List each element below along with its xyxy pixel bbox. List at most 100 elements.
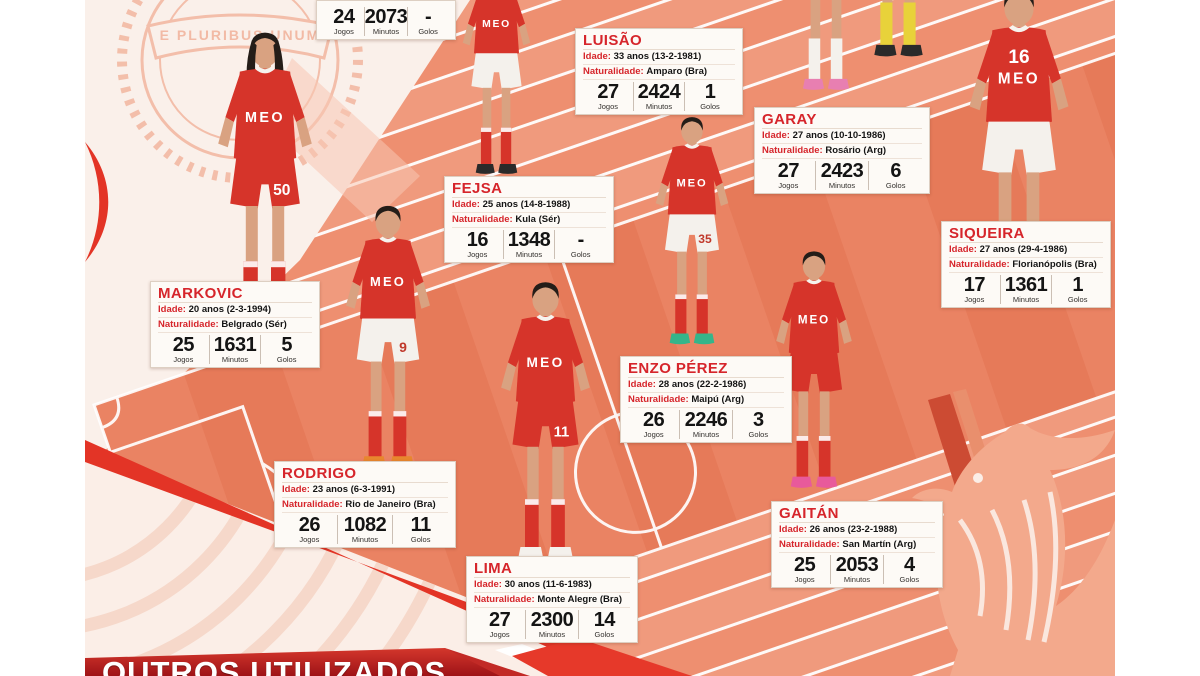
card-stats: 27 Jogos 2424 Minutos 1 Golos [583, 82, 735, 111]
card-title: SIQUEIRA [949, 225, 1103, 243]
birthplace-label: Naturalidade: [583, 66, 644, 77]
card-title: GARAY [762, 111, 922, 129]
player-card-gaitan: GAITÁN Idade: 26 anos (23-2-1988) Naturali… [771, 501, 943, 588]
card-birthplace-row: Naturalidade: Rosário (Arg) [762, 144, 922, 159]
stat-jogos-value: 27 [777, 160, 800, 182]
stat-jogos-label: Jogos [173, 355, 194, 364]
stat-jogos-value: 24 [333, 6, 355, 28]
card-age-row: Idade: 30 anos (11-6-1983) [474, 578, 630, 593]
stat-minutos-label: Minutos [515, 250, 543, 259]
card-birthplace-row: Naturalidade: Belgrado (Sér) [158, 318, 312, 333]
stat-golos-value: - [577, 229, 585, 251]
stat-golos-value: 1 [704, 81, 716, 103]
card-title: GAITÁN [779, 505, 935, 523]
player-card-luisao: LUISÃO Idade: 33 anos (13-2-1981) Naturali… [575, 28, 743, 115]
stat-jogos-label: Jogos [299, 535, 320, 544]
age-value: 25 anos (14-8-1988) [482, 199, 571, 210]
card-age-row: Idade: 28 anos (22-2-1986) [628, 378, 784, 393]
card-age-row: Idade: 27 anos (29-4-1986) [949, 243, 1103, 258]
card-title: LUISÃO [583, 32, 735, 50]
card-title: ENZO PÉREZ [628, 360, 784, 378]
stat-minutos-value: 2073 [364, 6, 408, 28]
stat-minutos-label: Minutos [538, 630, 566, 639]
stat-jogos-value: 26 [643, 409, 665, 431]
stat-golos-label: Golos [570, 250, 591, 259]
player-card-enzo-perez: ENZO PÉREZ Idade: 28 anos (22-2-1986) Natu… [620, 356, 792, 443]
player-card-partial: 24 Jogos 2073 Minutos - Golos [316, 0, 456, 40]
stat-minutos-value: 2053 [835, 554, 879, 576]
stat-minutos-value: 1631 [213, 334, 257, 356]
card-birthplace-row: Naturalidade: San Martín (Arg) [779, 538, 935, 553]
age-value: 27 anos (29-4-1986) [979, 244, 1068, 255]
birthplace-value: Maipú (Arg) [691, 394, 745, 405]
stat-golos-label: Golos [885, 181, 906, 190]
birthplace-value: Florianópolis (Bra) [1012, 259, 1097, 270]
stat-minutos-value: 1348 [507, 229, 551, 251]
birthplace-value: Amparo (Bra) [646, 66, 708, 77]
birthplace-label: Naturalidade: [282, 499, 343, 510]
card-age-row: Idade: 26 anos (23-2-1988) [779, 523, 935, 538]
stat-minutos-value: 1082 [343, 514, 387, 536]
stat-jogos-label: Jogos [467, 250, 488, 259]
card-stats: 25 Jogos 2053 Minutos 4 Golos [779, 555, 935, 584]
stat-jogos-value: 27 [489, 609, 511, 631]
card-stats: 25 Jogos 1631 Minutos 5 Golos [158, 335, 312, 364]
stat-golos-label: Golos [418, 27, 438, 36]
stat-minutos-label: Minutos [351, 535, 379, 544]
stat-jogos-label: Jogos [643, 430, 664, 439]
birthplace-label: Naturalidade: [762, 145, 823, 156]
card-title: MARKOVIC [158, 285, 312, 303]
birthplace-value: Belgrado (Sér) [221, 319, 287, 330]
card-stats: 26 Jogos 1082 Minutos 11 Golos [282, 515, 448, 544]
stat-minutos-label: Minutos [221, 355, 249, 364]
card-stats: 27 Jogos 2423 Minutos 6 Golos [762, 161, 922, 190]
card-age-row: Idade: 20 anos (2-3-1994) [158, 303, 312, 318]
birthplace-label: Naturalidade: [949, 259, 1010, 270]
age-value: 28 anos (22-2-1986) [658, 379, 747, 390]
stat-jogos-value: 16 [466, 229, 489, 251]
stat-golos-value: 11 [410, 514, 432, 536]
stat-jogos-label: Jogos [333, 27, 354, 36]
age-label: Idade: [583, 51, 611, 62]
stat-jogos-label: Jogos [964, 295, 985, 304]
stat-jogos-value: 26 [298, 514, 321, 536]
card-age-row: Idade: 27 anos (10-10-1986) [762, 129, 922, 144]
age-value: 27 anos (10-10-1986) [792, 130, 886, 141]
player-card-fejsa: FEJSA Idade: 25 anos (14-8-1988) Naturalid… [444, 176, 614, 263]
card-age-row: Idade: 25 anos (14-8-1988) [452, 198, 606, 213]
stat-golos-label: Golos [276, 355, 297, 364]
age-value: 23 anos (6-3-1991) [312, 484, 395, 495]
stat-jogos-value: 25 [794, 554, 816, 576]
card-stats: 27 Jogos 2300 Minutos 14 Golos [474, 610, 630, 639]
stat-golos-value: - [425, 6, 432, 28]
stat-jogos-label: Jogos [778, 181, 799, 190]
bottom-banner [85, 638, 692, 676]
stat-golos-label: Golos [700, 102, 720, 111]
stat-minutos-label: Minutos [828, 181, 856, 190]
stat-minutos-label: Minutos [372, 27, 400, 36]
age-label: Idade: [762, 130, 790, 141]
stat-minutos-label: Minutos [692, 430, 720, 439]
age-label: Idade: [949, 244, 977, 255]
birthplace-value: Rosário (Arg) [825, 145, 887, 156]
birthplace-label: Naturalidade: [474, 594, 535, 605]
stat-minutos-value: 2424 [637, 81, 681, 103]
eagle-watermark [912, 423, 1115, 676]
age-label: Idade: [628, 379, 656, 390]
stat-minutos-label: Minutos [1012, 295, 1040, 304]
age-value: 26 anos (23-2-1988) [809, 524, 898, 535]
player-card-garay: GARAY Idade: 27 anos (10-10-1986) Naturali… [754, 107, 930, 194]
stat-jogos-label: Jogos [489, 630, 510, 639]
card-stats: 26 Jogos 2246 Minutos 3 Golos [628, 410, 784, 439]
birthplace-value: Monte Alegre (Bra) [537, 594, 622, 605]
card-birthplace-row: Naturalidade: Florianópolis (Bra) [949, 258, 1103, 273]
card-age-row: Idade: 33 anos (13-2-1981) [583, 50, 735, 65]
card-title: RODRIGO [282, 465, 448, 483]
player-card-lima: LIMA Idade: 30 anos (11-6-1983) Naturalida… [466, 556, 638, 643]
card-stats: 24 Jogos 2073 Minutos - Golos [324, 7, 448, 36]
stat-minutos-value: 2246 [684, 409, 728, 431]
stat-golos-value: 1 [1072, 274, 1083, 296]
player-card-siqueira: SIQUEIRA Idade: 27 anos (29-4-1986) Natura… [941, 221, 1111, 308]
card-stats: 17 Jogos 1361 Minutos 1 Golos [949, 275, 1103, 304]
